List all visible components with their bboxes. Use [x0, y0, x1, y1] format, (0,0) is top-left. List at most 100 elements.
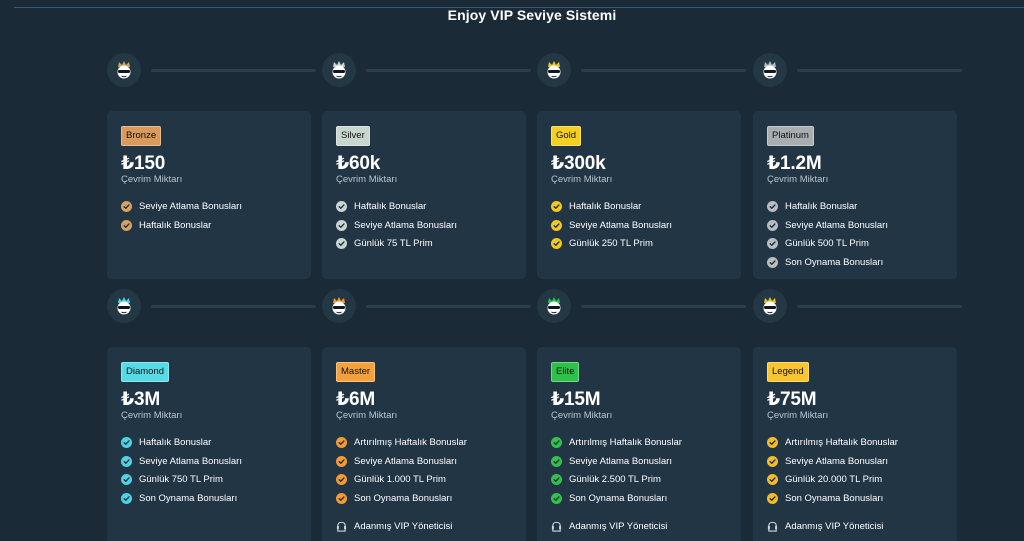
perk-item: Artırılmış Haftalık Bonuslar	[551, 433, 727, 452]
vip-manager-label: Adanmış VIP Yöneticisi	[785, 521, 884, 532]
check-circle-icon	[551, 200, 562, 212]
perk-label: Son Oynama Bonusları	[785, 256, 884, 268]
check-circle-icon	[336, 219, 347, 231]
progress-line	[366, 305, 531, 308]
crown-avatar-icon	[107, 289, 141, 323]
perk-item: Haftalık Bonuslar	[121, 433, 297, 452]
crown-avatar-icon	[753, 53, 787, 87]
check-circle-icon	[551, 492, 562, 504]
perk-list: Artırılmış Haftalık Bonuslar Seviye Atlam…	[551, 433, 727, 508]
turnover-amount: ₺6M	[336, 389, 376, 410]
turnover-label: Çevrim Miktarı	[336, 174, 398, 185]
top-divider	[14, 7, 1024, 8]
perk-item: Seviye Atlama Bonusları	[767, 452, 943, 471]
perk-item: Günlük 750 TL Prim	[121, 470, 297, 489]
perk-item: Günlük 75 TL Prim	[336, 234, 512, 253]
progress-line	[581, 305, 746, 308]
perk-label: Seviye Atlama Bonusları	[569, 219, 672, 231]
check-circle-icon	[767, 474, 778, 486]
check-circle-icon	[336, 492, 347, 504]
level-card-elite: Elite ₺15M Çevrim Miktarı Artırılmış Haftal…	[537, 347, 741, 541]
check-circle-icon	[551, 474, 562, 486]
check-circle-icon	[121, 219, 132, 231]
turnover-label: Çevrim Miktarı	[121, 410, 183, 421]
perk-item: Son Oynama Bonusları	[121, 489, 297, 508]
perk-label: Günlük 75 TL Prim	[354, 238, 433, 250]
check-circle-icon	[767, 200, 778, 212]
level-badge: Diamond	[121, 362, 170, 382]
perk-label: Haftalık Bonuslar	[569, 200, 642, 212]
perk-item: Haftalık Bonuslar	[121, 216, 297, 235]
check-circle-icon	[121, 492, 132, 504]
crown-avatar-icon	[322, 289, 356, 323]
check-circle-icon	[336, 436, 347, 448]
perk-item: Seviye Atlama Bonusları	[121, 452, 297, 471]
level-badge: Silver	[336, 126, 370, 146]
perk-label: Artırılmış Haftalık Bonuslar	[569, 436, 682, 448]
check-circle-icon	[121, 455, 132, 467]
perk-label: Günlük 750 TL Prim	[139, 474, 223, 486]
level-badge: Platinum	[767, 126, 814, 146]
check-circle-icon	[551, 238, 562, 250]
level-card-master: Master ₺6M Çevrim Miktarı Artırılmış Haftal…	[322, 347, 526, 541]
vip-manager-perk: Adanmış VIP Yöneticisi	[767, 521, 883, 532]
perk-item: Seviye Atlama Bonusları	[551, 216, 727, 235]
perk-item: Seviye Atlama Bonusları	[767, 216, 943, 235]
perk-item: Son Oynama Bonusları	[767, 253, 943, 272]
check-circle-icon	[336, 238, 347, 250]
perk-item: Günlük 500 TL Prim	[767, 234, 943, 253]
page-title: Enjoy VIP Seviye Sistemi	[447, 7, 617, 23]
perk-item: Günlük 250 TL Prim	[551, 234, 727, 253]
level-card-diamond: Diamond ₺3M Çevrim Miktarı Haftalık Bonusla…	[107, 347, 311, 541]
crown-avatar-icon	[537, 289, 571, 323]
level-card-gold: Gold ₺300k Çevrim Miktarı Haftalık Bonuslar…	[537, 111, 741, 279]
turnover-amount: ₺1.2M	[767, 153, 822, 174]
perk-label: Seviye Atlama Bonusları	[139, 200, 242, 212]
level-badge: Elite	[551, 362, 580, 382]
perk-label: Günlük 20.000 TL Prim	[785, 474, 883, 486]
perk-list: Artırılmış Haftalık Bonuslar Seviye Atlam…	[767, 433, 943, 508]
level-marker-diamond	[107, 286, 317, 326]
perk-list: Haftalık Bonuslar Seviye Atlama Bonusları…	[121, 433, 297, 508]
level-card-silver: Silver ₺60k Çevrim Miktarı Haftalık Bonusla…	[322, 111, 526, 279]
check-circle-icon	[767, 219, 778, 231]
check-circle-icon	[767, 455, 778, 467]
perk-item: Artırılmış Haftalık Bonuslar	[336, 433, 512, 452]
level-badge: Master	[336, 362, 376, 382]
perk-item: Son Oynama Bonusları	[336, 489, 512, 508]
perk-label: Artırılmış Haftalık Bonuslar	[354, 436, 467, 448]
check-circle-icon	[767, 436, 778, 448]
vip-manager-label: Adanmış VIP Yöneticisi	[569, 521, 668, 532]
progress-line	[581, 69, 746, 72]
perk-item: Haftalık Bonuslar	[336, 197, 512, 216]
perk-label: Seviye Atlama Bonusları	[569, 455, 672, 467]
progress-line	[366, 69, 531, 72]
headset-icon	[551, 521, 562, 532]
level-badge: Gold	[551, 126, 582, 146]
perk-item: Seviye Atlama Bonusları	[336, 452, 512, 471]
headset-icon	[767, 521, 778, 532]
perk-label: Günlük 1.000 TL Prim	[354, 474, 446, 486]
perk-item: Seviye Atlama Bonusları	[336, 216, 512, 235]
perk-item: Günlük 1.000 TL Prim	[336, 470, 512, 489]
perk-list: Haftalık Bonuslar Seviye Atlama Bonusları…	[767, 197, 943, 272]
perk-label: Son Oynama Bonusları	[354, 492, 453, 504]
crown-avatar-icon	[322, 53, 356, 87]
perk-list: Haftalık Bonuslar Seviye Atlama Bonusları…	[336, 197, 512, 253]
vip-manager-perk: Adanmış VIP Yöneticisi	[551, 521, 667, 532]
turnover-label: Çevrim Miktarı	[336, 410, 398, 421]
turnover-label: Çevrim Miktarı	[767, 174, 829, 185]
vip-manager-perk: Adanmış VIP Yöneticisi	[336, 521, 452, 532]
perk-label: Son Oynama Bonusları	[139, 492, 238, 504]
turnover-amount: ₺60k	[336, 153, 381, 174]
turnover-amount: ₺300k	[551, 153, 606, 174]
perk-list: Artırılmış Haftalık Bonuslar Seviye Atlam…	[336, 433, 512, 508]
progress-line	[797, 69, 962, 72]
perk-label: Haftalık Bonuslar	[785, 200, 858, 212]
level-marker-legend	[753, 286, 963, 326]
level-marker-platinum	[753, 50, 963, 90]
perk-item: Seviye Atlama Bonusları	[551, 452, 727, 471]
perk-label: Günlük 250 TL Prim	[569, 238, 653, 250]
check-circle-icon	[551, 436, 562, 448]
check-circle-icon	[121, 436, 132, 448]
